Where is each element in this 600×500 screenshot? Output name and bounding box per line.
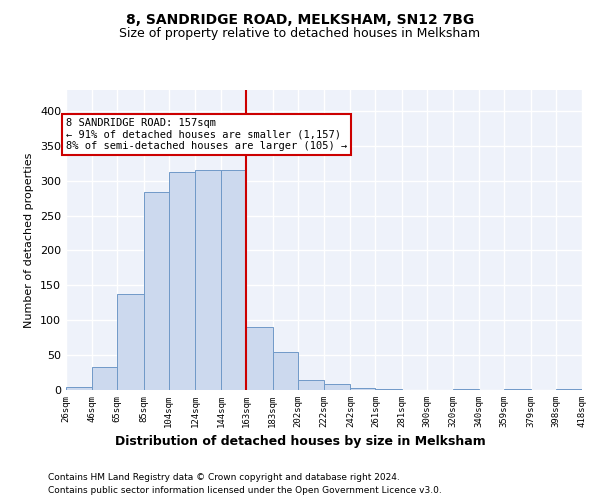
Text: 8, SANDRIDGE ROAD, MELKSHAM, SN12 7BG: 8, SANDRIDGE ROAD, MELKSHAM, SN12 7BG — [126, 12, 474, 26]
Bar — [118, 294, 143, 390]
Bar — [350, 388, 376, 390]
Bar — [143, 192, 169, 390]
Text: Distribution of detached houses by size in Melksham: Distribution of detached houses by size … — [115, 435, 485, 448]
Bar — [66, 386, 92, 390]
Bar — [195, 170, 221, 390]
Bar — [298, 380, 324, 390]
Text: 8 SANDRIDGE ROAD: 157sqm
← 91% of detached houses are smaller (1,157)
8% of semi: 8 SANDRIDGE ROAD: 157sqm ← 91% of detach… — [66, 118, 347, 151]
Text: Contains public sector information licensed under the Open Government Licence v3: Contains public sector information licen… — [48, 486, 442, 495]
Text: Contains HM Land Registry data © Crown copyright and database right 2024.: Contains HM Land Registry data © Crown c… — [48, 472, 400, 482]
Text: Size of property relative to detached houses in Melksham: Size of property relative to detached ho… — [119, 28, 481, 40]
Y-axis label: Number of detached properties: Number of detached properties — [25, 152, 34, 328]
Bar — [169, 172, 195, 390]
Bar — [324, 384, 350, 390]
Bar — [247, 327, 272, 390]
Bar — [272, 352, 298, 390]
Bar — [221, 170, 247, 390]
Bar — [92, 367, 118, 390]
